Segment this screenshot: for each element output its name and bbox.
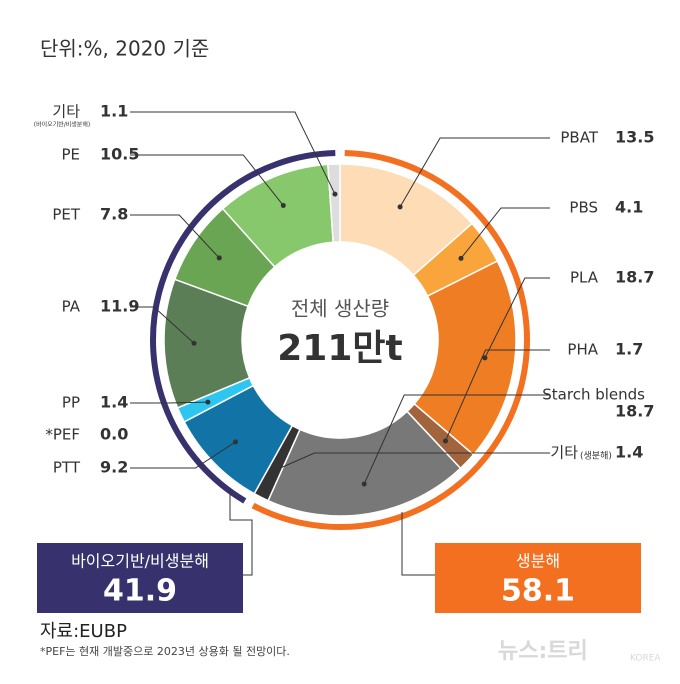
center-value: 211만t xyxy=(277,328,402,369)
leader-line xyxy=(130,111,336,195)
category-label: *PEF xyxy=(45,426,80,444)
category-label: 기타 xyxy=(52,103,80,121)
leader-dot xyxy=(205,399,211,405)
value-label: 7.8 xyxy=(100,205,128,224)
leader-line xyxy=(130,401,208,404)
leader-dot xyxy=(216,255,222,261)
leader-line xyxy=(363,394,550,485)
donut-segment xyxy=(327,163,341,244)
value-label: 1.7 xyxy=(615,340,643,359)
leader-line xyxy=(130,306,195,344)
leader-dot xyxy=(280,202,286,208)
category-label: Starch blends xyxy=(542,386,645,404)
leader-line xyxy=(130,214,220,259)
leader-dot xyxy=(397,204,403,210)
category-label: PTT xyxy=(53,459,81,477)
category-label: PE xyxy=(61,146,80,164)
leader-line xyxy=(274,452,550,471)
leader-dot xyxy=(191,340,197,346)
value-label: 0.0 xyxy=(100,425,128,444)
value-label: 18.7 xyxy=(615,402,654,421)
category-label: PHA xyxy=(567,341,598,359)
group-name: 바이오기반/비생분해 xyxy=(71,552,209,571)
leader-line xyxy=(130,154,284,206)
value-label: 10.5 xyxy=(100,145,139,164)
group-name: 생분해 xyxy=(516,552,560,571)
value-label: 1.1 xyxy=(100,102,128,121)
source: 자료:EUBP xyxy=(40,621,127,642)
connector-line xyxy=(229,490,253,576)
center-label: 전체 생산량 xyxy=(291,297,389,321)
value-label: 18.7 xyxy=(615,268,654,287)
donut xyxy=(150,150,530,530)
group-box xyxy=(435,543,641,613)
group-ring xyxy=(150,150,336,504)
category-label: PLA xyxy=(570,269,599,287)
leader-dot xyxy=(482,355,488,361)
donut-segment xyxy=(413,260,517,456)
leader-line xyxy=(460,207,550,259)
leader-dot xyxy=(458,255,464,261)
group-total: 41.9 xyxy=(103,574,177,609)
category-label: PBAT xyxy=(560,129,598,147)
leader-dot xyxy=(232,439,238,445)
leader-line xyxy=(130,441,236,469)
category-label: 기타 xyxy=(550,444,578,462)
leader-dot xyxy=(442,438,448,444)
category-sublabel: (생분해) xyxy=(580,451,612,462)
leader-line xyxy=(445,349,550,442)
leader-dot xyxy=(332,191,338,197)
leader-line xyxy=(399,137,550,208)
group-ring xyxy=(251,150,530,530)
chart-title: 단위:%, 2020 기준 xyxy=(40,37,209,61)
value-label: 11.9 xyxy=(100,297,139,316)
leader-dot xyxy=(361,481,367,487)
category-sublabel: (바이오기반/비생분해) xyxy=(34,121,90,129)
value-label: 1.4 xyxy=(615,443,643,462)
donut-segment xyxy=(267,410,462,517)
leader-line xyxy=(484,277,550,359)
value-label: 9.2 xyxy=(100,458,128,477)
note: *PEF는 현재 개발중으로 2023년 상용화 될 전망이다. xyxy=(40,644,290,658)
category-label: PP xyxy=(62,394,80,412)
group-box xyxy=(37,543,243,613)
leader-dot xyxy=(272,468,278,474)
connector-line xyxy=(401,512,435,576)
value-label: 4.1 xyxy=(615,198,643,217)
value-label: 1.4 xyxy=(100,393,128,412)
brand-sub: KOREA xyxy=(630,654,661,664)
value-label: 13.5 xyxy=(615,128,654,147)
category-label: PA xyxy=(62,298,81,316)
category-label: PET xyxy=(52,206,81,224)
group-total: 58.1 xyxy=(501,574,575,609)
brand: 뉴스:트리 xyxy=(498,639,588,664)
category-label: PBS xyxy=(569,199,598,217)
